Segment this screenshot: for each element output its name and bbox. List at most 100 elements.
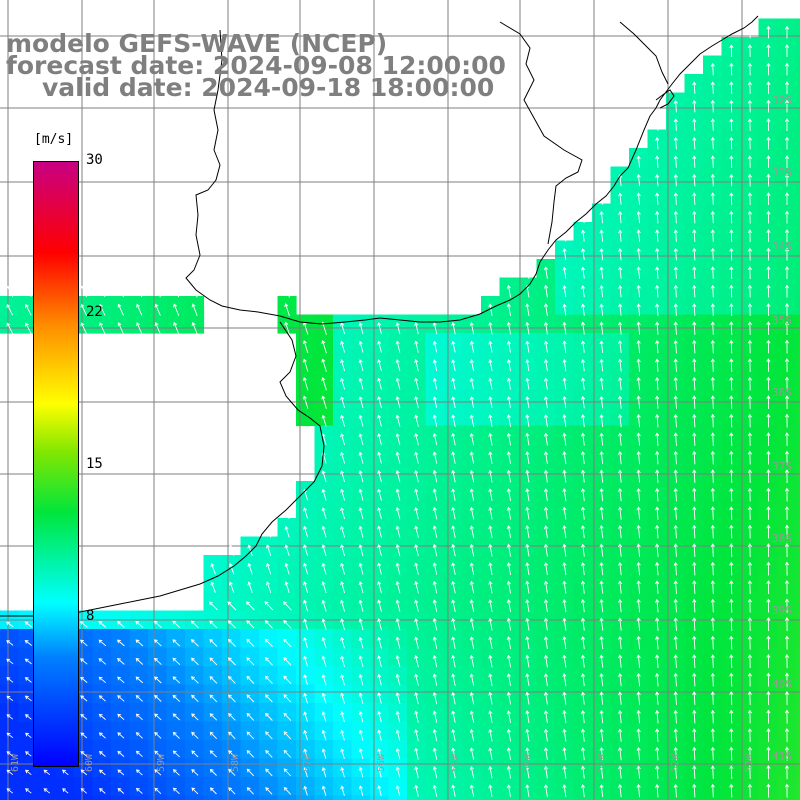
- wind-arrow: [191, 731, 199, 739]
- wind-arrow: [692, 303, 697, 316]
- wind-arrow: [655, 691, 660, 705]
- wind-arrow: [580, 284, 586, 298]
- wind-arrow: [729, 173, 734, 187]
- wind-arrow: [692, 155, 697, 168]
- wind-arrow: [729, 118, 734, 131]
- wind-arrow: [191, 713, 199, 721]
- wind-cell: [795, 647, 800, 667]
- wind-arrow: [451, 617, 456, 631]
- wind-arrow: [340, 562, 346, 575]
- wind-arrow: [414, 710, 419, 723]
- wind-arrow: [451, 543, 456, 557]
- wind-arrow: [209, 750, 218, 758]
- wind-arrow: [636, 709, 641, 724]
- wind-arrow: [284, 525, 290, 538]
- wind-arrow: [358, 711, 364, 723]
- wind-arrow: [414, 617, 419, 631]
- wind-cell: [0, 647, 20, 667]
- wind-arrow: [469, 396, 475, 409]
- wind-cell: [18, 647, 38, 667]
- wind-arrow: [636, 303, 641, 316]
- wind-arrow: [209, 639, 218, 647]
- wind-arrow: [673, 395, 678, 409]
- wind-arrow: [617, 487, 623, 502]
- wind-arrow: [710, 229, 715, 242]
- wind-arrow: [692, 247, 697, 261]
- wind-arrow: [562, 506, 567, 520]
- wind-arrow: [506, 636, 512, 650]
- wind-cell: [129, 777, 149, 797]
- wind-arrow: [525, 784, 530, 797]
- wind-arrow: [340, 433, 346, 446]
- wind-arrow: [766, 25, 771, 39]
- wind-arrow: [488, 506, 493, 520]
- wind-arrow: [599, 487, 604, 502]
- wind-arrow: [729, 192, 734, 205]
- wind-arrow: [618, 284, 623, 298]
- wind-cell: [795, 148, 800, 168]
- wind-arrow: [673, 746, 678, 761]
- wind-cell: [166, 777, 186, 797]
- wind-arrow: [321, 618, 327, 630]
- wind-arrow: [395, 396, 401, 409]
- wind-arrow: [636, 229, 641, 242]
- wind-arrow: [655, 376, 660, 391]
- wind-arrow: [673, 487, 678, 502]
- wind-arrow: [321, 562, 327, 575]
- wind-arrow: [506, 340, 512, 353]
- wind-arrow: [673, 580, 678, 594]
- wind-arrow: [617, 524, 623, 539]
- wind-arrow: [562, 266, 567, 279]
- wind-arrow: [432, 432, 438, 446]
- wind-arrow: [747, 450, 752, 465]
- wind-arrow: [580, 506, 586, 520]
- wind-arrow: [24, 621, 32, 628]
- wind-arrow: [766, 229, 771, 243]
- wind-cell: [166, 666, 186, 686]
- wind-arrow: [24, 639, 32, 646]
- wind-arrow: [636, 487, 641, 502]
- wind-cell: [129, 721, 149, 741]
- wind-arrow: [766, 358, 771, 372]
- wind-arrow: [6, 658, 14, 665]
- wind-cell: [111, 684, 131, 704]
- wind-arrow: [692, 709, 697, 724]
- wind-arrow: [246, 694, 255, 703]
- wind-arrow: [24, 714, 32, 720]
- wind-arrow: [451, 747, 456, 760]
- wind-cell: [111, 666, 131, 686]
- wind-arrow: [340, 470, 346, 483]
- wind-arrow: [655, 413, 660, 428]
- wind-arrow: [525, 747, 530, 760]
- wind-arrow: [99, 322, 106, 335]
- wind-arrow: [747, 654, 752, 669]
- wind-cell: [240, 629, 260, 649]
- wind-arrow: [469, 377, 475, 390]
- wind-arrow: [321, 488, 327, 501]
- wind-arrow: [414, 580, 419, 594]
- wind-cell: [92, 666, 112, 686]
- wind-arrow: [303, 618, 309, 630]
- wind-arrow: [321, 339, 327, 354]
- wind-arrow: [710, 210, 715, 224]
- wind-arrow: [283, 657, 292, 666]
- wind-arrow: [747, 229, 752, 243]
- wind-cell: [92, 758, 112, 778]
- wind-arrow: [618, 303, 623, 316]
- wind-arrow: [525, 562, 530, 576]
- wind-arrow: [377, 766, 382, 778]
- wind-arrow: [729, 413, 734, 428]
- wind-arrow: [710, 765, 715, 779]
- wind-arrow: [116, 639, 125, 647]
- wind-arrow: [580, 654, 586, 668]
- wind-arrow: [747, 25, 752, 39]
- wind-cell: [573, 795, 593, 800]
- wind-arrow: [488, 432, 493, 446]
- wind-arrow: [766, 598, 771, 613]
- wind-arrow: [469, 617, 475, 631]
- wind-cell: [111, 795, 131, 800]
- lagoon-shore: [655, 89, 675, 109]
- colorbar: [33, 161, 79, 767]
- wind-arrow: [599, 340, 604, 353]
- wind-arrow: [562, 691, 567, 705]
